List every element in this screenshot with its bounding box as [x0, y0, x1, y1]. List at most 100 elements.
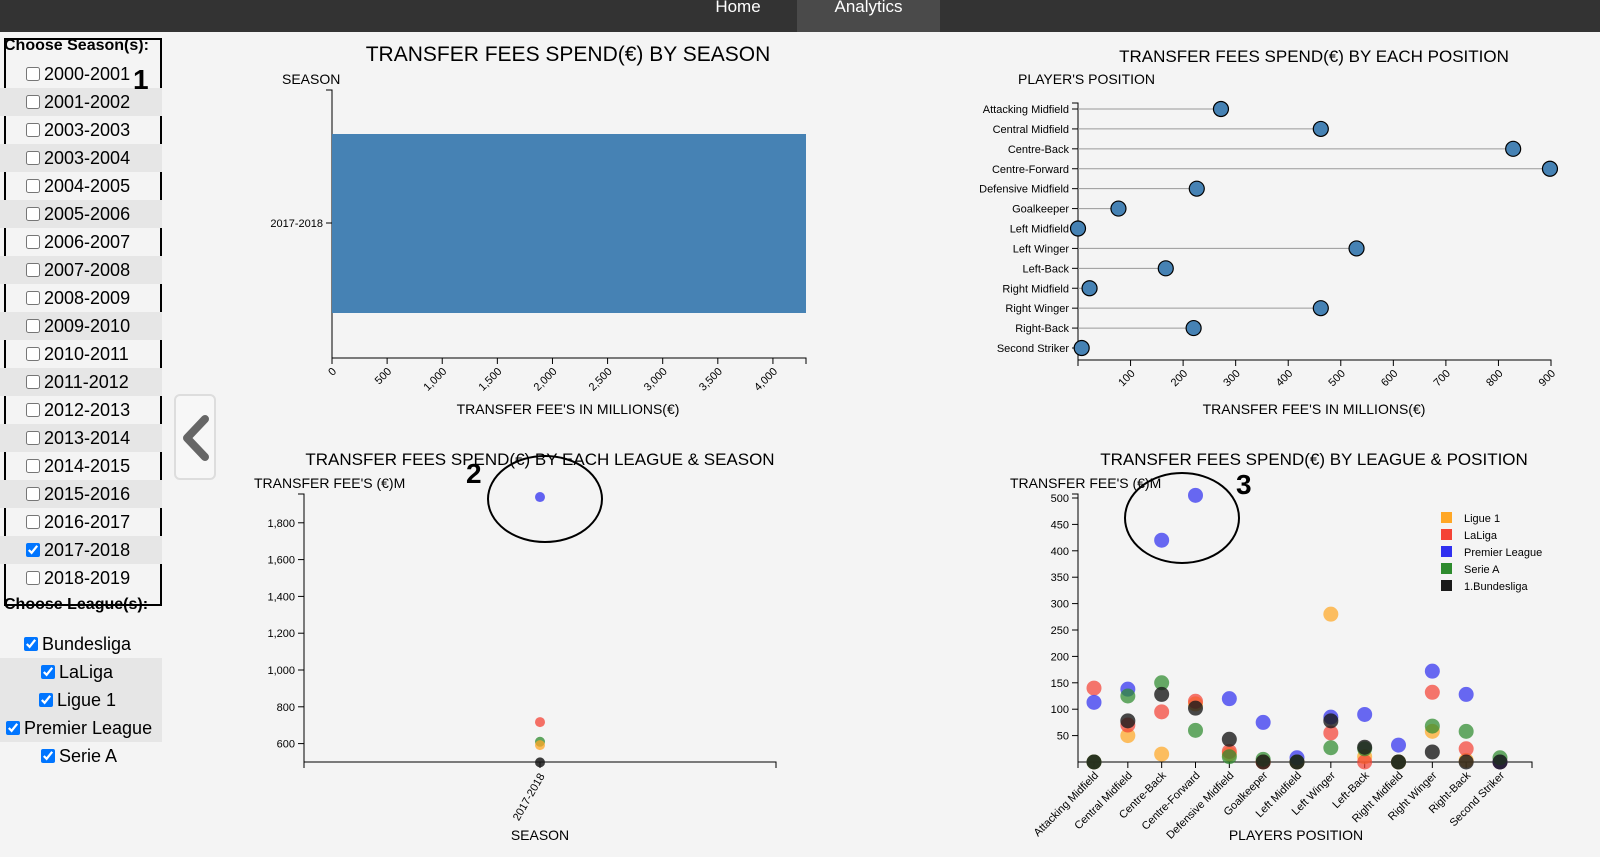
- season-row: 2012-2013: [0, 396, 162, 424]
- season-checkbox[interactable]: [26, 207, 40, 221]
- season-checkbox[interactable]: [26, 235, 40, 249]
- season-checkbox[interactable]: [26, 291, 40, 305]
- chart2-point-centre-back: [1505, 140, 1522, 157]
- annotation-3: 3: [1236, 469, 1252, 500]
- chart4-point-serie-a: [1154, 675, 1170, 691]
- season-label: 2017-2018: [44, 540, 131, 560]
- season-label: 2011-2012: [44, 372, 129, 392]
- league-option[interactable]: Ligue 1: [0, 690, 116, 710]
- season-option[interactable]: 2001-2002: [0, 92, 130, 112]
- collapse-sidebar-button[interactable]: [174, 394, 216, 480]
- chart2-y-tick-label: Central Midfield: [993, 124, 1069, 136]
- season-row: 2003-2003: [0, 116, 162, 144]
- season-option[interactable]: 2014-2015: [0, 456, 130, 476]
- season-checkbox[interactable]: [26, 487, 40, 501]
- chart4-legend-swatch: [1441, 563, 1452, 574]
- league-option[interactable]: Bundesliga: [0, 634, 131, 654]
- season-option[interactable]: 2006-2007: [0, 232, 130, 252]
- season-row: 2014-2015: [0, 452, 162, 480]
- nav-home-tab[interactable]: Home: [715, 0, 761, 16]
- season-option[interactable]: 2013-2014: [0, 428, 130, 448]
- season-option[interactable]: 2011-2012: [0, 372, 129, 392]
- season-label: 2008-2009: [44, 288, 131, 308]
- season-checkbox[interactable]: [26, 431, 40, 445]
- chart2-point-right-winger: [1312, 300, 1329, 317]
- season-checkbox[interactable]: [26, 123, 40, 137]
- season-option[interactable]: 2005-2006: [0, 204, 130, 224]
- chart2-point-left-back: [1157, 260, 1174, 277]
- chart4-y-tick-label: 400: [1051, 546, 1069, 558]
- season-checkbox[interactable]: [26, 543, 40, 557]
- league-label: Bundesliga: [42, 634, 132, 654]
- season-checkbox[interactable]: [26, 515, 40, 529]
- season-option[interactable]: 2007-2008: [0, 260, 130, 280]
- season-row: 2003-2004: [0, 144, 162, 172]
- chart2-title: TRANSFER FEES SPEND(€) BY EACH POSITION: [1119, 47, 1509, 66]
- season-checkbox[interactable]: [26, 95, 40, 109]
- chart4-point-premier-league: [1188, 487, 1203, 503]
- season-option[interactable]: 2003-2004: [0, 148, 130, 168]
- season-checkbox[interactable]: [26, 347, 40, 361]
- season-checkbox[interactable]: [26, 375, 40, 389]
- nav-analytics-tab[interactable]: Analytics: [797, 0, 940, 32]
- chart2-point-left-winger: [1348, 240, 1365, 257]
- chart4-point-premier-league: [1086, 694, 1102, 710]
- league-row: LaLiga: [0, 658, 162, 686]
- season-option[interactable]: 2008-2009: [0, 288, 130, 308]
- season-checkbox[interactable]: [26, 403, 40, 417]
- league-option[interactable]: Premier League: [0, 718, 152, 738]
- league-checkbox[interactable]: [6, 721, 20, 735]
- league-option[interactable]: Serie A: [0, 746, 117, 766]
- chart2-x-tick-label: 100: [1116, 368, 1137, 389]
- league-checkbox[interactable]: [24, 637, 38, 651]
- chart4-point-laliga: [1458, 741, 1474, 757]
- season-checkbox[interactable]: [26, 263, 40, 277]
- season-option[interactable]: 2000-2001: [0, 64, 130, 84]
- season-label: 2000-2001: [44, 64, 131, 84]
- chart2-y-tick-label: Right Midfield: [1002, 283, 1069, 295]
- season-option[interactable]: 2003-2003: [0, 120, 130, 140]
- chart4-point-1-bundesliga: [1255, 754, 1271, 770]
- chart2-x-tick-label: 800: [1484, 368, 1505, 389]
- season-row: 2007-2008: [0, 256, 162, 284]
- chart1-y-axis: [326, 89, 333, 358]
- chart4-point-serie-a: [1120, 688, 1136, 704]
- chart2-y-tick-label: Left Winger: [1013, 243, 1070, 255]
- chart1-x-tick-label: 3,500: [697, 366, 725, 394]
- league-checkbox[interactable]: [41, 665, 55, 679]
- chart3-y-tick-label: 800: [277, 702, 295, 714]
- chart2-x-tick-label: 200: [1169, 368, 1190, 389]
- season-checkbox[interactable]: [26, 67, 40, 81]
- chart2-y-tick-label: Defensive Midfield: [979, 184, 1069, 196]
- chart4-legend-label: 1.Bundesliga: [1464, 581, 1528, 593]
- season-checkbox[interactable]: [26, 151, 40, 165]
- season-option[interactable]: 2016-2017: [0, 512, 130, 532]
- league-checkbox[interactable]: [39, 693, 53, 707]
- league-option[interactable]: LaLiga: [0, 662, 113, 682]
- chart3-x-tick-label: 2017-2018: [511, 772, 548, 824]
- chart1-x-tick-label: 2,500: [587, 366, 615, 394]
- chart2-y-tick-label: Goalkeeper: [1012, 204, 1069, 216]
- chart4-point-1-bundesliga: [1492, 754, 1508, 770]
- season-option[interactable]: 2017-2018: [0, 540, 130, 560]
- chart4-legend-label: Serie A: [1464, 564, 1500, 576]
- season-label: 2003-2004: [44, 148, 131, 168]
- season-label: 2010-2011: [44, 344, 129, 364]
- season-checkbox[interactable]: [26, 179, 40, 193]
- chart4-y-tick-label: 500: [1051, 493, 1069, 505]
- season-checkbox[interactable]: [26, 459, 40, 473]
- season-checkbox[interactable]: [26, 571, 40, 585]
- season-option[interactable]: 2009-2010: [0, 316, 130, 336]
- chart3-point-premier-league: [535, 492, 545, 503]
- chart2-point-attacking-midfield: [1212, 100, 1230, 118]
- season-option[interactable]: 2018-2019: [0, 568, 130, 588]
- season-option[interactable]: 2010-2011: [0, 344, 129, 364]
- season-option[interactable]: 2015-2016: [0, 484, 130, 504]
- chart4-point-premier-league: [1391, 737, 1406, 753]
- league-checkbox[interactable]: [41, 749, 55, 763]
- season-option[interactable]: 2012-2013: [0, 400, 130, 420]
- season-checkbox[interactable]: [26, 319, 40, 333]
- chart2-x-tick-label: 400: [1274, 368, 1295, 389]
- chart2-point-right-back: [1185, 319, 1202, 337]
- season-option[interactable]: 2004-2005: [0, 176, 130, 196]
